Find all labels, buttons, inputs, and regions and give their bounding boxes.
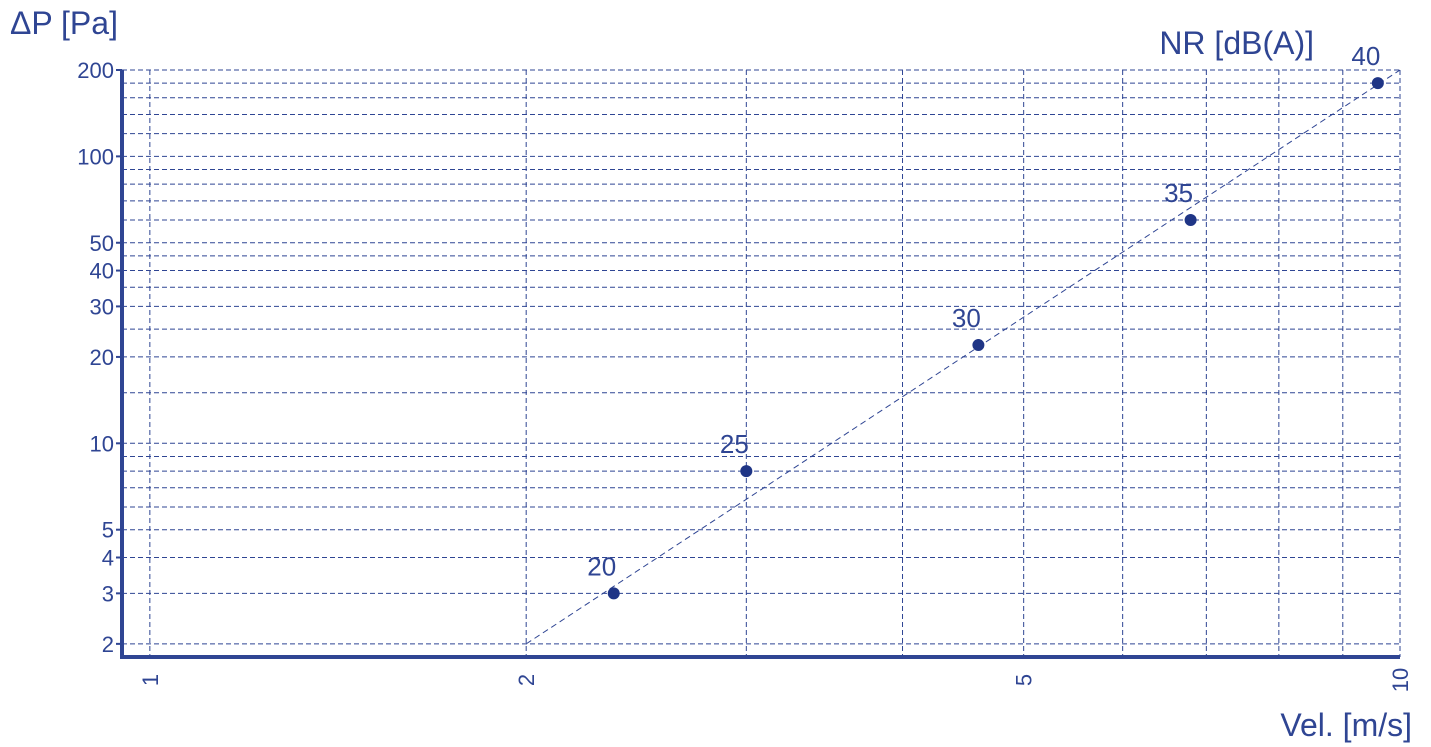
y-tick-label: 200 [77,58,114,83]
data-point [740,465,753,478]
x-tick-label: 2 [514,674,539,686]
data-point-label: 25 [720,429,749,459]
y-tick-label: 40 [90,259,114,284]
data-point [1184,214,1197,227]
data-point-label: 30 [952,303,981,333]
y-tick-label: 30 [90,294,114,319]
data-point-label: 40 [1351,41,1380,71]
y-tick-label: 50 [90,231,114,256]
x-tick-label: 1 [138,674,163,686]
y-tick-label: 20 [90,345,114,370]
x-tick-label: 10 [1388,668,1413,692]
x-tick-label: 5 [1012,674,1037,686]
y-tick-label: 5 [102,518,114,543]
data-point [607,587,620,600]
y-tick-label: 100 [77,144,114,169]
x-axis-title: Vel. [m/s] [1280,707,1412,743]
grid [122,69,1401,657]
data-point [1371,77,1384,90]
trend-line [525,69,1401,645]
data-layer [525,69,1401,645]
series-title: NR [dB(A)] [1159,25,1314,61]
y-axis-title: ΔP [Pa] [10,5,118,41]
y-tick-label: 4 [102,545,114,570]
y-tick-label: 3 [102,581,114,606]
axes [116,69,1400,659]
data-point [972,339,985,352]
y-tick-label: 2 [102,632,114,657]
data-point-label: 35 [1164,178,1193,208]
y-tick-label: 10 [90,431,114,456]
data-point-label: 20 [587,551,616,581]
